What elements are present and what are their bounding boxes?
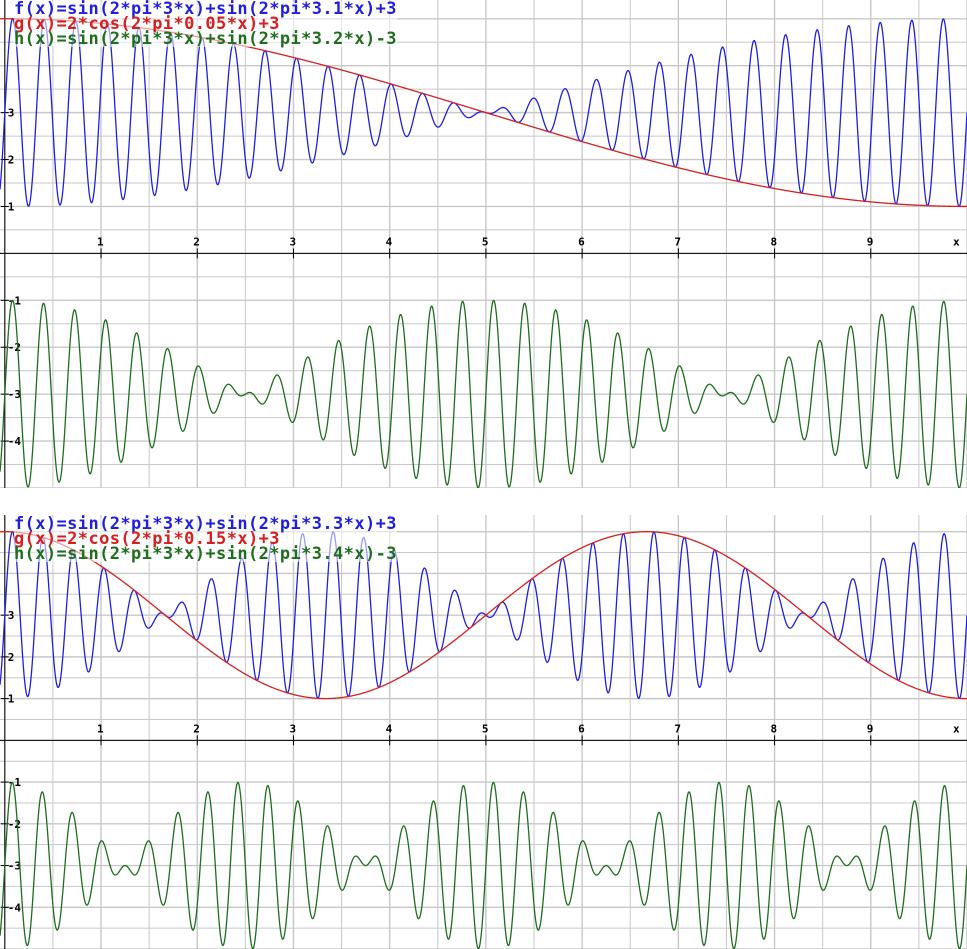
x-tick-label: 8 xyxy=(771,235,778,248)
x-tick-label: 2 xyxy=(193,722,200,735)
legend-entry-f: f(x)=sin(2*pi*3*x)+sin(2*pi*3.1*x)+3 xyxy=(14,0,397,19)
legend-entry-h: h(x)=sin(2*pi*3*x)+sin(2*pi*3.2*x)-3 xyxy=(14,29,397,49)
y-tick-label: 1 xyxy=(8,693,15,706)
y-tick-label: 2 xyxy=(8,154,15,167)
y-tick-label: 3 xyxy=(8,609,15,622)
x-tick-label: 5 xyxy=(482,235,489,248)
y-tick-label: -2 xyxy=(8,341,21,354)
y-tick-label: -4 xyxy=(8,435,22,448)
series-line xyxy=(0,781,967,949)
x-tick-label: 4 xyxy=(386,235,393,248)
x-tick-label: 1 xyxy=(97,722,104,735)
x-tick-label: 5 xyxy=(482,722,489,735)
plot-panel-2: 1 2 3 4 5 6 7 8 9 x 1 2 3 -1 -2 -3 -4 f(x)=sin(2*pi*3*x)… xyxy=(0,515,967,949)
grid-lines xyxy=(0,0,967,488)
x-axis-label: x xyxy=(953,235,960,248)
x-tick-label: 2 xyxy=(193,235,200,248)
x-tick-label: 7 xyxy=(674,235,681,248)
legend-entry-g: g(x)=2*cos(2*pi*0.05*x)+3 xyxy=(14,14,280,34)
x-tick-label: 3 xyxy=(289,235,296,248)
legend-entry-f: f(x)=sin(2*pi*3*x)+sin(2*pi*3.3*x)+3 xyxy=(14,514,397,534)
y-tick-label: 2 xyxy=(8,651,15,664)
x-tick-label: 6 xyxy=(578,235,585,248)
x-tick-label: 6 xyxy=(578,722,585,735)
x-tick-label: 7 xyxy=(674,722,681,735)
legend-2: f(x)=sin(2*pi*3*x)+sin(2*pi*3.3*x)+3 g(x… xyxy=(14,514,397,564)
x-tick-label: 3 xyxy=(289,722,296,735)
x-axis-label: x xyxy=(953,722,960,735)
x-tick-label: 9 xyxy=(867,235,874,248)
y-tick-label: 3 xyxy=(8,107,15,120)
legend-1: f(x)=sin(2*pi*3*x)+sin(2*pi*3.1*x)+3 g(x… xyxy=(14,0,397,49)
series-line xyxy=(0,531,967,700)
y-tick-label: -3 xyxy=(8,388,21,401)
y-tick-label: -1 xyxy=(8,776,22,789)
x-tick-label: 9 xyxy=(867,722,874,735)
y-tick-label: -2 xyxy=(8,818,21,831)
y-tick-label: 1 xyxy=(8,200,15,213)
y-tick-label: -3 xyxy=(8,860,21,873)
legend-entry-g: g(x)=2*cos(2*pi*0.15*x)+3 xyxy=(14,529,280,549)
plot-panel-1: 1 2 3 4 5 6 7 8 9 x 1 2 3 -1 -2 -3 -4 f(x)=sin(2*pi*3*x)… xyxy=(0,0,967,488)
plot-canvas-2: 1 2 3 4 5 6 7 8 9 x 1 2 3 -1 -2 -3 -4 xyxy=(0,515,967,949)
legend-entry-h: h(x)=sin(2*pi*3*x)+sin(2*pi*3.4*x)-3 xyxy=(14,544,397,564)
x-tick-label: 4 xyxy=(386,722,393,735)
y-tick-label: -4 xyxy=(8,901,22,914)
x-tick-label: 1 xyxy=(97,235,104,248)
series-line xyxy=(0,299,967,488)
x-tick-label: 8 xyxy=(771,722,778,735)
panel-separator xyxy=(0,488,967,515)
